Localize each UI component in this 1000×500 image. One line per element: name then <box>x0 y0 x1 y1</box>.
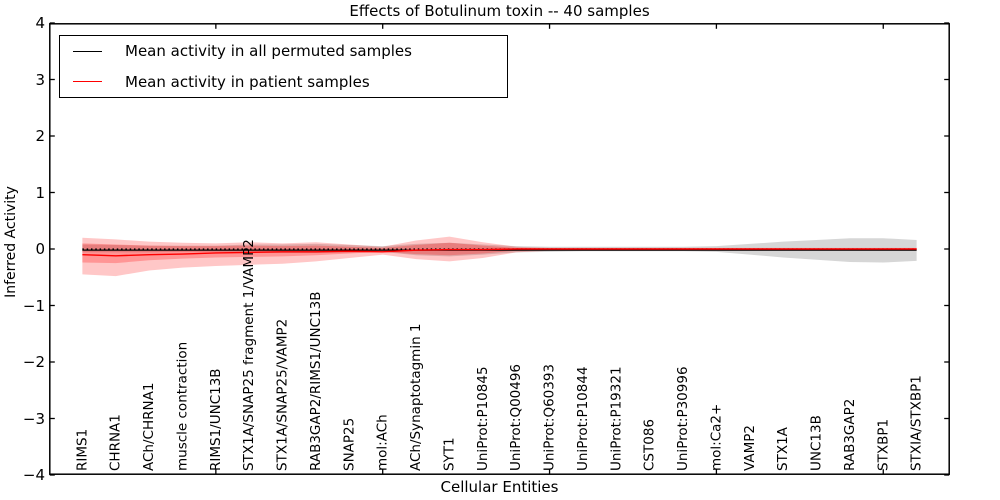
plot-frame <box>49 23 950 475</box>
y-tick-label: −2 <box>22 353 45 371</box>
band-patient-std-inner <box>82 242 917 264</box>
entity-tick-label: RAB3GAP2/RIMS1/UNC13B <box>308 292 324 471</box>
entity-tick-label: UniProt:P10844 <box>575 366 591 471</box>
y-tick-label: 3 <box>35 70 45 89</box>
chart-title: Effects of Botulinum toxin -- 40 samples <box>349 2 650 20</box>
entity-tick-label: STX1A <box>775 426 791 471</box>
legend-line-sample <box>73 50 102 52</box>
entity-tick-label: UniProt:Q00496 <box>508 364 524 471</box>
entity-tick-label: ACh/Synaptotagmin 1 <box>408 323 424 471</box>
x-axis-label: Cellular Entities <box>440 478 559 496</box>
band-patient-std-outer <box>82 236 917 277</box>
y-tick-label: 1 <box>35 183 45 202</box>
entity-tick-label: UNC13B <box>809 415 825 471</box>
y-tick-label: 0 <box>35 240 45 258</box>
y-tick-label: 2 <box>35 127 45 145</box>
entity-tick-label: STX1A/SNAP25 fragment 1/VAMP2 <box>241 239 257 471</box>
entity-tick-label: STXIA/STXBP1 <box>909 375 925 471</box>
plot-area: RIMS1 CHRNA1 ACh/CHRNA1 muscle contraction R… <box>49 22 950 476</box>
entity-tick-label: UniProt:P10845 <box>475 366 491 471</box>
entity-tick-label: muscle contraction <box>174 342 190 471</box>
legend-item: Mean activity in all permuted samples <box>60 36 507 66</box>
entity-tick-label: STXBP1 <box>875 419 891 471</box>
entity-tick-label: mol:Ca2+ <box>708 404 724 471</box>
entity-tick-label: VAMP2 <box>742 425 758 471</box>
y-tick-label: −1 <box>22 296 45 315</box>
legend-line-sample <box>73 81 102 83</box>
legend-item: Mean activity in patient samples <box>60 67 507 97</box>
entity-tick-label: UniProt:P19321 <box>608 366 624 471</box>
entity-tick-label: SNAP25 <box>341 418 357 471</box>
y-tick-label: −4 <box>22 466 45 484</box>
entity-tick-label: CHRNA1 <box>108 414 124 471</box>
entity-tick-label: mol:ACh <box>375 414 391 471</box>
entity-tick-label: STX1A/SNAP25/VAMP2 <box>275 319 291 471</box>
entity-tick-label: SYT1 <box>441 437 457 471</box>
entity-tick-label: CST086 <box>642 419 658 471</box>
legend-item-label: Mean activity in patient samples <box>125 72 370 91</box>
entity-tick-label: UniProt:P30996 <box>675 366 691 471</box>
legend: Mean activity in all permuted samples Mea… <box>59 35 508 98</box>
entity-tick-label: RAB3GAP2 <box>842 399 858 471</box>
mean-line-patient <box>82 248 917 257</box>
plot-svg: RIMS1 CHRNA1 ACh/CHRNA1 muscle contraction R… <box>49 22 950 476</box>
entity-tick-label: ACh/CHRNA1 <box>141 383 157 471</box>
entity-tick-label: RIMS1 <box>74 429 90 471</box>
entity-tick-label: UniProt:Q60393 <box>542 364 558 471</box>
y-tick-label: −3 <box>22 409 45 428</box>
y-tick-label: 4 <box>35 14 45 32</box>
entity-tick-label: RIMS1/UNC13B <box>208 368 224 471</box>
legend-item-label: Mean activity in all permuted samples <box>125 42 412 61</box>
